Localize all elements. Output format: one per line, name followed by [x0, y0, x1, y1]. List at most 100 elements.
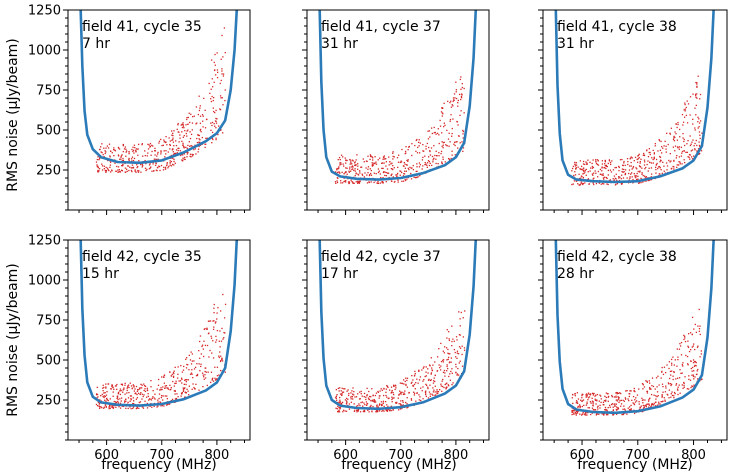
- data-point: [339, 157, 340, 158]
- data-point: [147, 155, 148, 156]
- data-point: [448, 385, 449, 386]
- data-point: [200, 131, 201, 132]
- panel-title: field 42, cycle 38: [557, 249, 677, 265]
- data-point: [675, 133, 676, 134]
- data-point: [150, 143, 151, 144]
- data-point: [656, 159, 657, 160]
- data-point: [616, 399, 617, 400]
- data-point: [625, 409, 626, 410]
- data-point: [171, 387, 172, 388]
- data-point: [677, 146, 678, 147]
- data-point: [450, 121, 451, 122]
- data-point: [224, 317, 225, 318]
- data-point: [692, 119, 693, 120]
- data-point: [677, 378, 678, 379]
- data-point: [350, 396, 351, 397]
- data-point: [345, 157, 346, 158]
- data-point: [348, 393, 349, 394]
- data-point: [699, 356, 700, 357]
- data-point: [448, 138, 449, 139]
- data-point: [198, 390, 199, 391]
- data-point: [606, 409, 607, 410]
- data-point: [105, 401, 106, 402]
- data-point: [427, 388, 428, 389]
- data-point: [132, 388, 133, 389]
- data-point: [420, 388, 421, 389]
- data-point: [690, 332, 691, 333]
- data-point: [678, 164, 679, 165]
- data-point: [182, 160, 183, 161]
- data-point: [610, 170, 611, 171]
- data-point: [577, 403, 578, 404]
- data-point: [110, 165, 111, 166]
- data-point: [682, 384, 683, 385]
- data-point: [422, 168, 423, 169]
- data-point: [165, 153, 166, 154]
- data-point: [647, 391, 648, 392]
- data-point: [210, 320, 211, 321]
- data-point: [584, 164, 585, 165]
- data-point: [453, 97, 454, 98]
- data-point: [198, 114, 199, 115]
- data-point: [178, 366, 179, 367]
- data-point: [625, 397, 626, 398]
- data-point: [651, 394, 652, 395]
- data-point: [455, 352, 456, 353]
- data-point: [586, 405, 587, 406]
- data-point: [451, 345, 452, 346]
- data-point: [182, 127, 183, 128]
- data-point: [340, 164, 341, 165]
- data-point: [202, 121, 203, 122]
- data-point: [643, 405, 644, 406]
- data-point: [185, 159, 186, 160]
- data-point: [358, 410, 359, 411]
- data-point: [455, 364, 456, 365]
- data-point: [604, 400, 605, 401]
- data-point: [677, 388, 678, 389]
- data-point: [220, 83, 221, 84]
- data-point: [372, 162, 373, 163]
- data-point: [123, 145, 124, 146]
- data-point: [679, 156, 680, 157]
- data-point: [692, 139, 693, 140]
- data-point: [416, 163, 417, 164]
- data-point: [208, 356, 209, 357]
- data-point: [337, 411, 338, 412]
- data-point: [579, 168, 580, 169]
- data-point: [669, 389, 670, 390]
- data-point: [610, 179, 611, 180]
- data-point: [462, 151, 463, 152]
- data-point: [122, 392, 123, 393]
- data-point: [669, 133, 670, 134]
- data-point: [115, 407, 116, 408]
- data-point: [633, 396, 634, 397]
- data-point: [217, 77, 218, 78]
- data-point: [338, 172, 339, 173]
- data-point: [192, 116, 193, 117]
- data-point: [336, 169, 337, 170]
- data-point: [652, 159, 653, 160]
- data-point: [110, 171, 111, 172]
- data-point: [580, 400, 581, 401]
- data-point: [404, 390, 405, 391]
- data-point: [191, 374, 192, 375]
- data-point: [614, 405, 615, 406]
- data-point: [339, 164, 340, 165]
- data-point: [653, 150, 654, 151]
- data-point: [161, 376, 162, 377]
- data-point: [685, 108, 686, 109]
- data-point: [368, 397, 369, 398]
- data-point: [205, 377, 206, 378]
- data-point: [701, 350, 702, 351]
- data-point: [401, 181, 402, 182]
- data-point: [431, 127, 432, 128]
- data-point: [215, 139, 216, 140]
- data-point: [451, 384, 452, 385]
- data-point: [599, 400, 600, 401]
- data-point: [694, 127, 695, 128]
- data-point: [573, 166, 574, 167]
- data-point: [399, 403, 400, 404]
- data-point: [215, 110, 216, 111]
- data-point: [97, 405, 98, 406]
- data-point: [662, 386, 663, 387]
